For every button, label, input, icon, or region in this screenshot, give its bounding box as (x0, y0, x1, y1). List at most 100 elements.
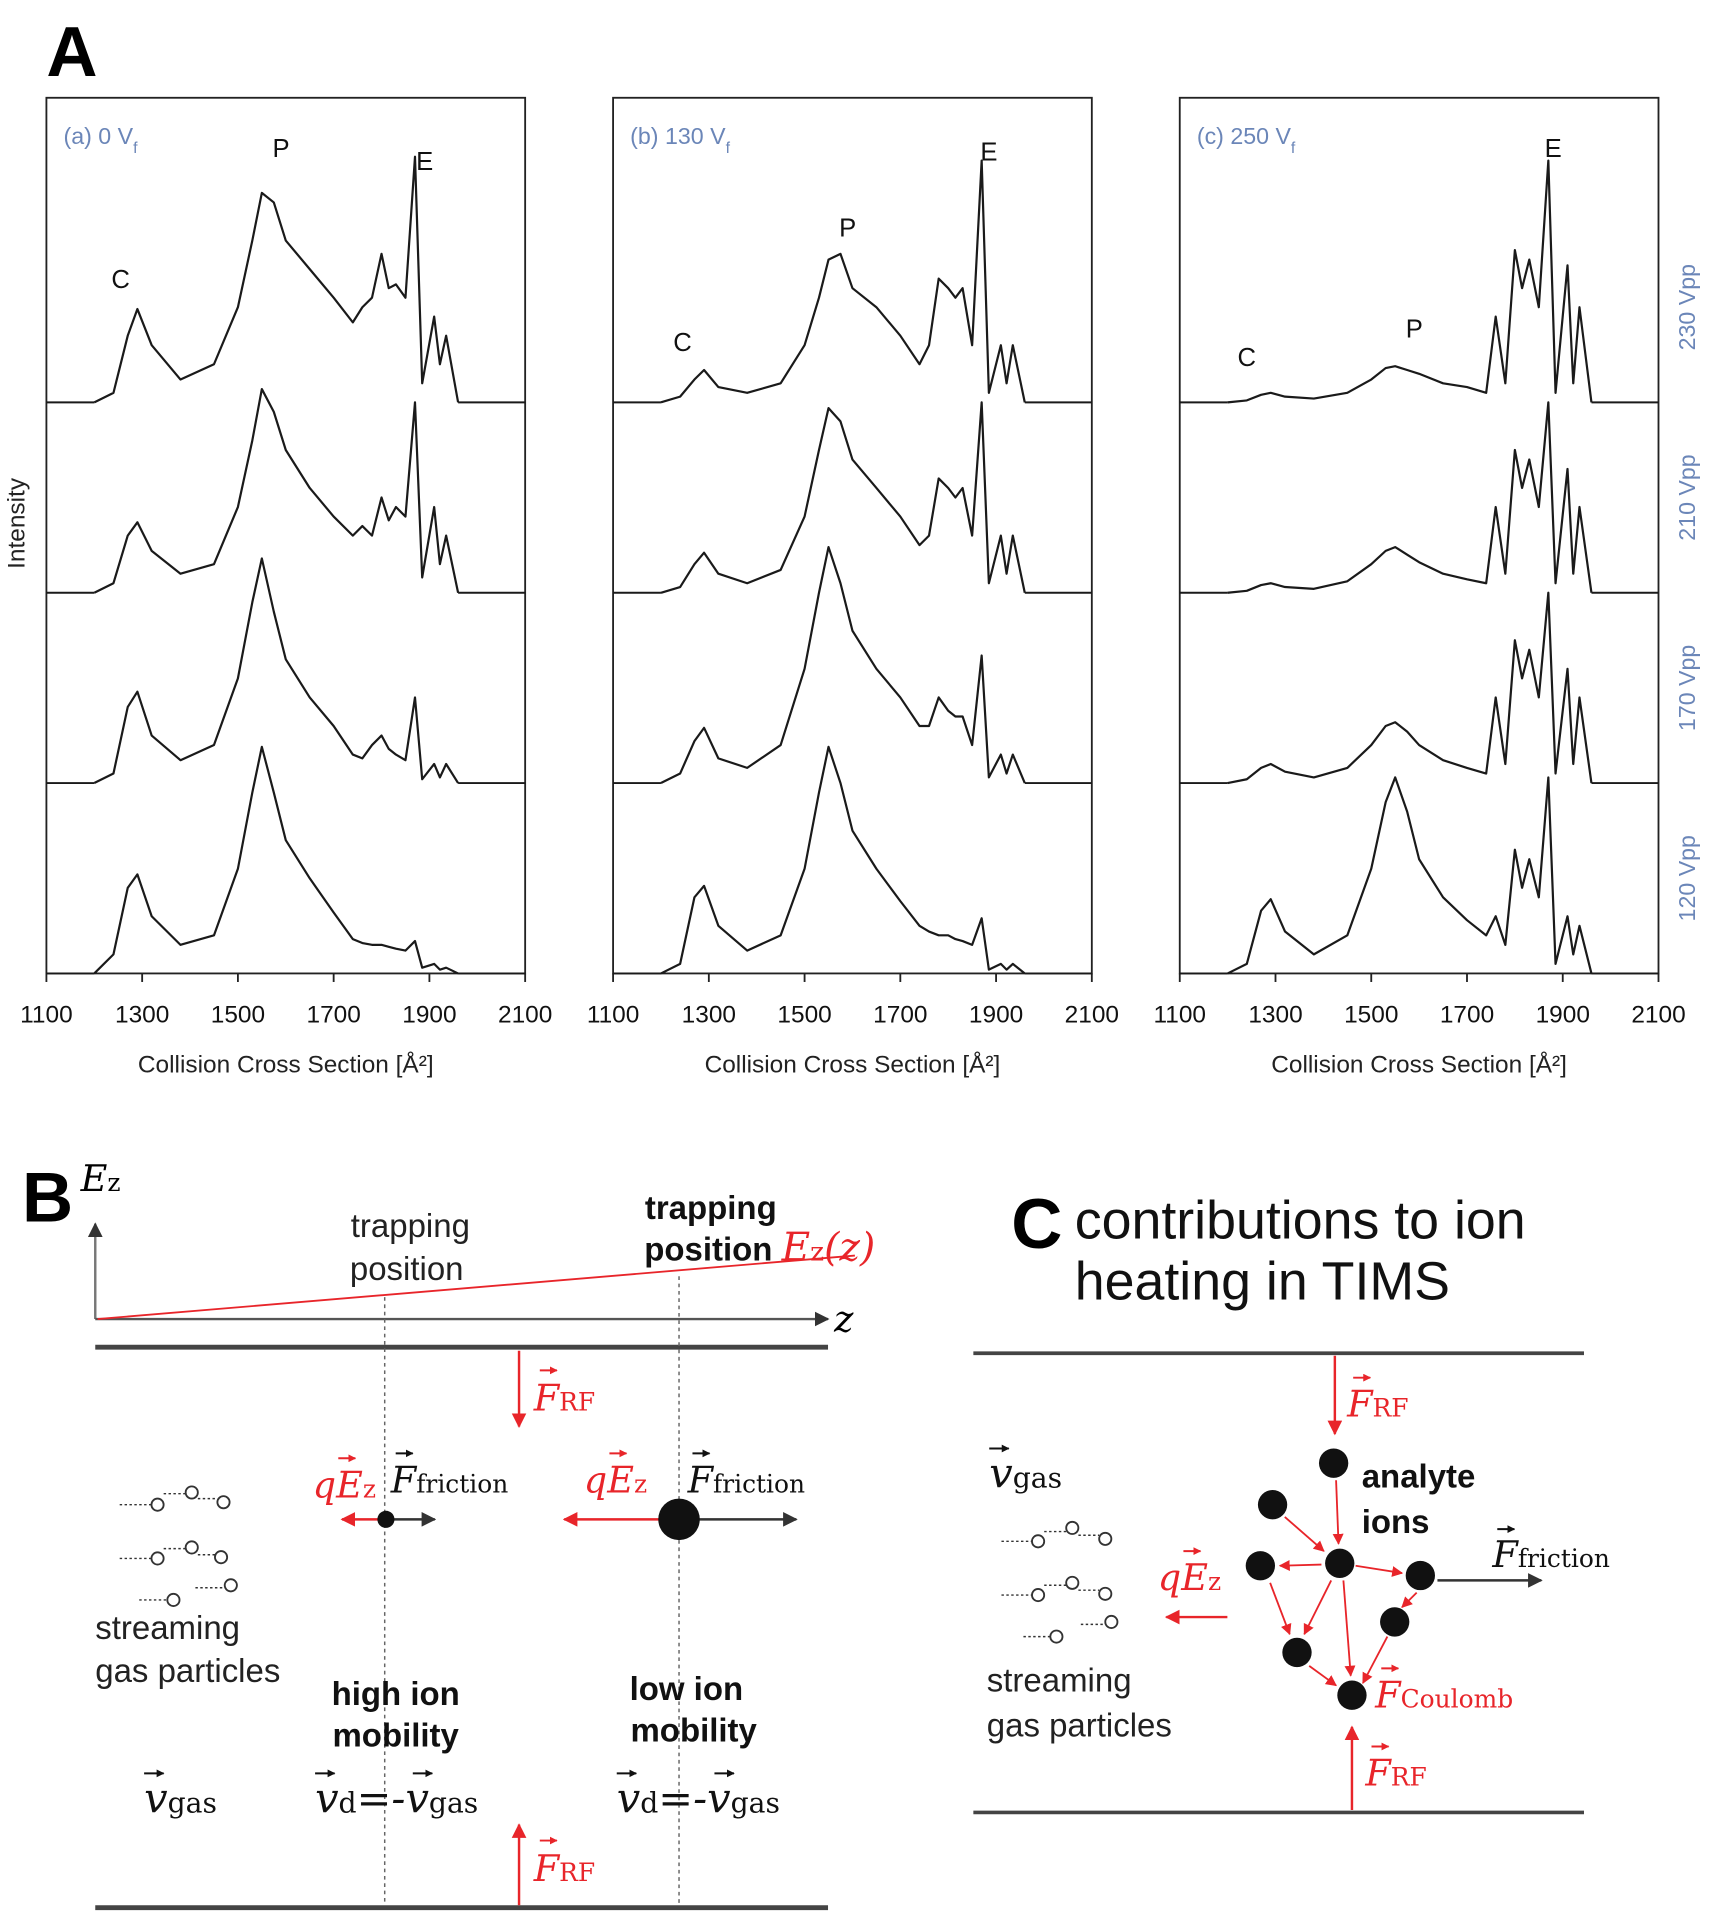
text-part: z (810, 1236, 824, 1267)
shape (1282, 1637, 1312, 1668)
force-label: qEz (584, 1458, 647, 1501)
legend-label: 230 Vpp (1674, 264, 1700, 350)
x-tick-label: 1100 (20, 1001, 72, 1028)
peak-label: P (1406, 316, 1423, 344)
shape (1104, 1614, 1119, 1629)
text-part: q (1158, 1556, 1181, 1599)
label: trapping (351, 1207, 470, 1244)
x-tick-label: 1500 (1344, 1001, 1398, 1028)
shape (1257, 1490, 1288, 1520)
text-part: RF (1391, 1763, 1427, 1792)
text-part: F (390, 1458, 418, 1501)
text-part: RF (1372, 1394, 1408, 1423)
x-tick-label: 1300 (682, 1001, 736, 1028)
title-subscript: f (1291, 140, 1296, 157)
x-axis-label: Collision Cross Section [Å²] (705, 1050, 1001, 1078)
label: low ion (630, 1670, 744, 1707)
peak-label: E (1545, 135, 1562, 163)
text-part: d (640, 1786, 658, 1819)
panel-label: A (46, 13, 97, 92)
chart: (c) 250 Vf 1100 1300 1500 1700 1900 2100 Collis… (1154, 96, 1700, 1078)
peak-label: E (416, 148, 433, 176)
x-axis-label: Collision Cross Section [Å²] (1271, 1050, 1567, 1078)
title-text: (b) 130 V (630, 123, 726, 149)
text-part: RF (559, 1388, 595, 1417)
shape (1245, 1551, 1276, 1581)
x-tick-label: 1900 (969, 1001, 1023, 1028)
spectrum-line (93, 745, 459, 975)
shape (1303, 1579, 1333, 1636)
diagram-title: contributions to ion (1075, 1190, 1526, 1250)
force-label: qEz (1158, 1556, 1221, 1599)
text-part: q (584, 1458, 607, 1501)
peak-label: P (272, 135, 289, 163)
spectrum-line (93, 387, 460, 594)
shape (1031, 1534, 1046, 1549)
x-tick-label: 2100 (498, 1001, 552, 1028)
gas-particles (1001, 1520, 1119, 1644)
shape (184, 1540, 199, 1555)
x-tick-label: 1900 (402, 1001, 456, 1028)
text-part: friction (1518, 1544, 1610, 1573)
shape (1362, 1636, 1389, 1684)
spectrum-line (1227, 159, 1593, 404)
shape (166, 1592, 181, 1607)
x-tick-label: 1500 (777, 1001, 831, 1028)
x-tick-label: 2100 (1065, 1001, 1119, 1028)
gas-particles (119, 1485, 238, 1607)
shape (1337, 1680, 1367, 1710)
panel-label: B (22, 1158, 73, 1237)
shape (1269, 1582, 1292, 1636)
text-part: F (687, 1458, 715, 1501)
text-part: F (533, 1847, 561, 1890)
spectrum-line (660, 545, 1026, 785)
shape (1332, 1480, 1344, 1545)
velocity-label: vgas (144, 1773, 217, 1822)
text-part: z (1208, 1567, 1221, 1596)
shape (1380, 1607, 1410, 1637)
title-text: (c) 250 V (1197, 123, 1292, 149)
shape (1031, 1588, 1046, 1603)
x-tick-label: 1300 (115, 1001, 169, 1028)
shape (214, 1550, 229, 1565)
axis-label: Ez (80, 1157, 121, 1200)
x-tick-label: 1300 (1248, 1001, 1302, 1028)
text-part: =- (357, 1773, 406, 1822)
diagram-title: heating in TIMS (1075, 1252, 1450, 1312)
text-part: v (707, 1773, 731, 1822)
text-part: gas (168, 1786, 217, 1819)
text-part: z (107, 1168, 120, 1197)
force-label: Ffriction (1491, 1533, 1609, 1576)
velocity-label: vd=-vgas (617, 1773, 780, 1822)
text-part: (z) (824, 1225, 875, 1270)
text-part: v (989, 1449, 1013, 1498)
peak-label: C (111, 266, 130, 294)
label: trapping (645, 1189, 777, 1226)
x-tick-label: 1700 (1440, 1001, 1494, 1028)
velocity-label: vd=-vgas (315, 1773, 478, 1822)
text-part: z (634, 1469, 647, 1498)
text-part: E (606, 1458, 634, 1501)
shape (150, 1551, 165, 1566)
force-label: qEz (313, 1463, 376, 1506)
title-subscript: f (133, 140, 138, 157)
shape (1308, 1665, 1337, 1687)
shape (1325, 1548, 1355, 1578)
peak-label: C (1238, 344, 1257, 372)
x-tick-label: 1100 (587, 1001, 639, 1028)
chart-title: (a) 0 Vf (64, 123, 139, 156)
text-part: E (80, 1157, 108, 1200)
shape (184, 1485, 199, 1500)
y-axis-label: Intensity (3, 477, 30, 569)
spectrum-line (660, 401, 1026, 594)
peak-label: C (673, 329, 692, 357)
title-subscript: f (726, 140, 731, 157)
axis-label: z (833, 1297, 854, 1340)
label: streaming (987, 1662, 1132, 1699)
shape (1278, 1559, 1322, 1571)
text-part: F (533, 1377, 561, 1420)
shape (1405, 1560, 1435, 1591)
shape (1355, 1564, 1404, 1577)
force-label: FRF (533, 1377, 595, 1420)
